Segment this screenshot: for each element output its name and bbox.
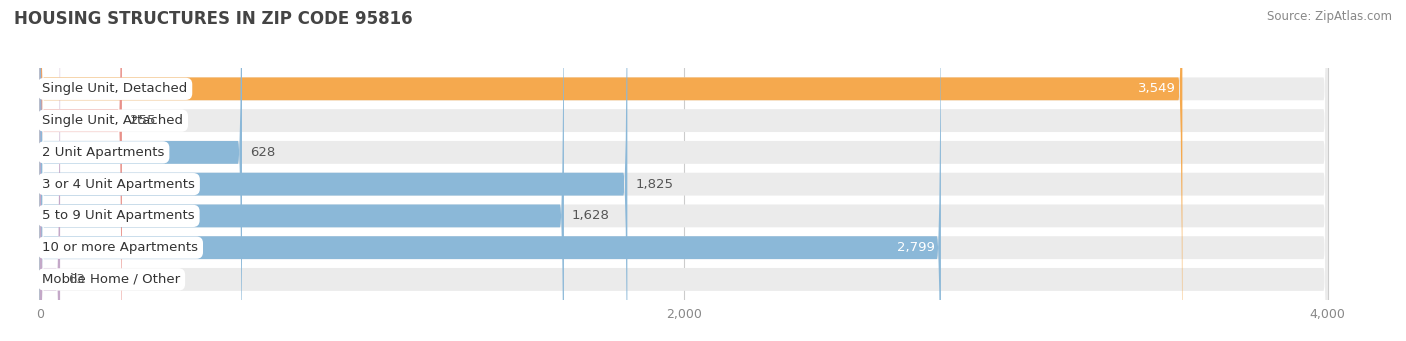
Text: Single Unit, Attached: Single Unit, Attached (42, 114, 183, 127)
Text: 1,628: 1,628 (572, 209, 610, 222)
Text: 3 or 4 Unit Apartments: 3 or 4 Unit Apartments (42, 178, 195, 191)
Text: 3,549: 3,549 (1137, 82, 1175, 95)
FancyBboxPatch shape (39, 0, 1327, 341)
FancyBboxPatch shape (39, 0, 242, 341)
FancyBboxPatch shape (39, 0, 1327, 341)
Text: 2 Unit Apartments: 2 Unit Apartments (42, 146, 165, 159)
Text: 2,799: 2,799 (897, 241, 935, 254)
Text: 628: 628 (250, 146, 276, 159)
FancyBboxPatch shape (39, 0, 60, 341)
FancyBboxPatch shape (39, 0, 627, 341)
FancyBboxPatch shape (39, 0, 1327, 341)
FancyBboxPatch shape (39, 0, 1327, 341)
Text: Source: ZipAtlas.com: Source: ZipAtlas.com (1267, 10, 1392, 23)
Text: Mobile Home / Other: Mobile Home / Other (42, 273, 180, 286)
FancyBboxPatch shape (39, 0, 941, 341)
FancyBboxPatch shape (39, 0, 1327, 341)
Text: 5 to 9 Unit Apartments: 5 to 9 Unit Apartments (42, 209, 195, 222)
Text: 255: 255 (129, 114, 156, 127)
Text: 1,825: 1,825 (636, 178, 673, 191)
FancyBboxPatch shape (39, 0, 1327, 341)
Text: 10 or more Apartments: 10 or more Apartments (42, 241, 198, 254)
Text: Single Unit, Detached: Single Unit, Detached (42, 82, 187, 95)
FancyBboxPatch shape (39, 0, 1182, 341)
Text: HOUSING STRUCTURES IN ZIP CODE 95816: HOUSING STRUCTURES IN ZIP CODE 95816 (14, 10, 413, 28)
FancyBboxPatch shape (39, 0, 564, 341)
Text: 63: 63 (67, 273, 84, 286)
FancyBboxPatch shape (39, 0, 122, 341)
FancyBboxPatch shape (39, 0, 1327, 341)
